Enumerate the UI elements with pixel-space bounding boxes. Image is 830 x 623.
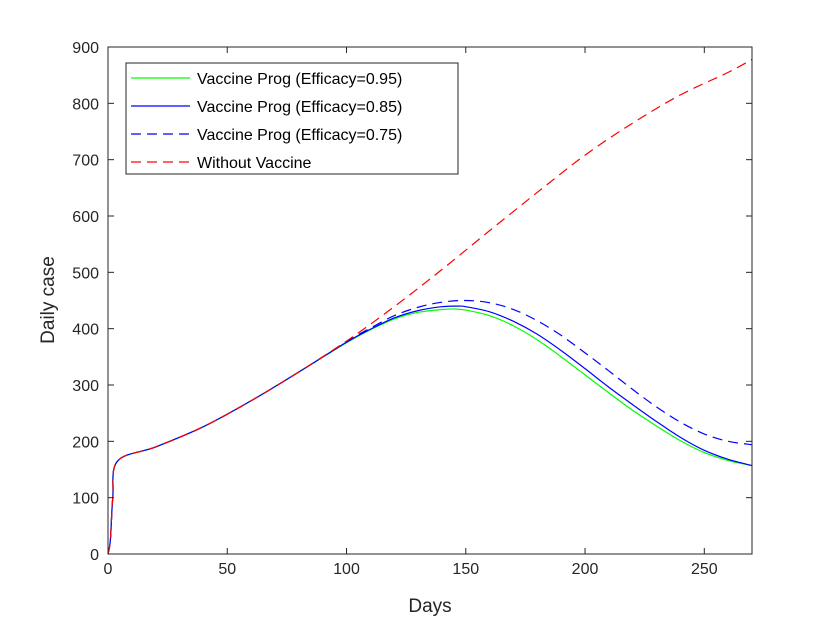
y-tick-label: 300 xyxy=(72,378,99,395)
y-tick-label: 600 xyxy=(72,209,99,226)
x-tick-label: 200 xyxy=(572,561,599,578)
plot-area-box xyxy=(107,46,753,555)
legend-label-without-vaccine: Without Vaccine xyxy=(197,155,312,172)
y-axis-title: Daily case xyxy=(38,256,59,344)
legend-label-vaccine-prog-efficacy-0-75: Vaccine Prog (Efficacy=0.75) xyxy=(197,127,402,144)
y-tick-label: 700 xyxy=(72,153,99,170)
y-tick-label: 0 xyxy=(90,547,99,564)
x-tick-label: 50 xyxy=(218,561,236,578)
x-tick-label: 0 xyxy=(104,561,113,578)
y-tick-label: 100 xyxy=(72,491,99,508)
legend-label-vaccine-prog-efficacy-0-95: Vaccine Prog (Efficacy=0.95) xyxy=(197,71,402,88)
x-tick-label: 100 xyxy=(333,561,360,578)
axes-layer: 0 50 100 150 200 250 0 100 200 300 400 500 600 700 800… xyxy=(72,40,752,578)
legend-box xyxy=(125,62,459,175)
x-tick-label: 250 xyxy=(691,561,718,578)
y-tick-label: 900 xyxy=(72,40,99,57)
y-tick-label: 800 xyxy=(72,96,99,113)
x-tick-label: 150 xyxy=(452,561,479,578)
legend: Vaccine Prog (Efficacy=0.95) Vaccine Prog… xyxy=(125,62,459,175)
legend-label-vaccine-prog-efficacy-0-85: Vaccine Prog (Efficacy=0.85) xyxy=(197,99,402,116)
y-tick-label: 200 xyxy=(72,434,99,451)
series-layer xyxy=(107,58,753,555)
series-line-vaccine-prog-efficacy-0-75 xyxy=(107,299,753,555)
y-tick-label: 500 xyxy=(72,265,99,282)
x-axis-title: Days xyxy=(408,596,451,617)
y-tick-label: 400 xyxy=(72,322,99,339)
